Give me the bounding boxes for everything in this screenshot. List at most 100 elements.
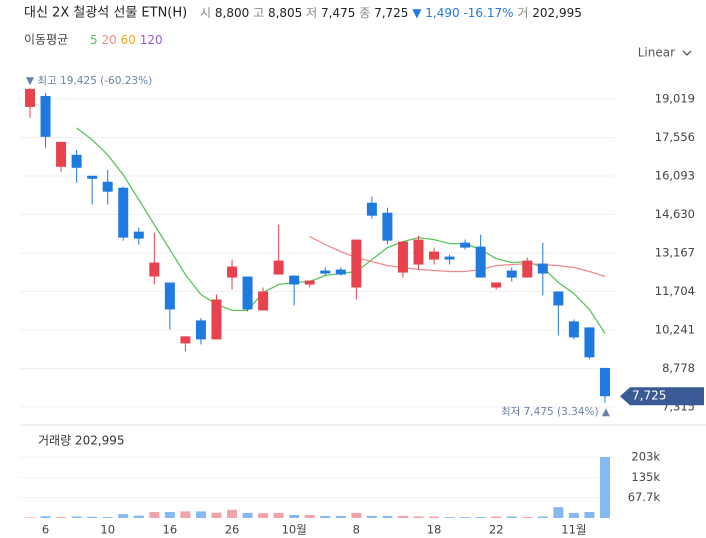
volume-bar [258,513,269,518]
volume-bar [491,516,502,518]
candle-body [444,256,455,260]
field-label: 종 [359,6,370,20]
volume-bar [366,515,377,518]
volume-title: 거래량 202,995 [38,434,125,448]
candle-body [460,242,471,248]
candle-body [25,88,35,107]
volume-bar [304,514,315,518]
volume-bar [429,516,440,518]
volume-bar [537,516,548,518]
volume-bar [413,516,424,518]
candle-body [568,321,579,338]
field-label: 거 [517,6,528,20]
legend-entry[interactable]: 60 [121,33,136,47]
volume-tick-label: 203k [631,450,660,464]
volume-bar [25,517,35,518]
candle-body [195,320,206,340]
last-price-label: 7,725 [632,389,666,403]
volume-bar [56,517,67,518]
volume-bar [397,515,408,518]
x-tick-label: 10 [100,523,115,537]
volume-bar [273,512,284,518]
volume-bar [382,515,393,518]
last-price-tag [620,387,704,406]
volume-bar [553,507,564,518]
y-tick-label: 13,167 [655,245,695,259]
x-tick-label: 16 [163,523,178,537]
candle-body [71,154,82,168]
price-change: ▼ 1,490 -16.17% [412,6,513,20]
volume-bar [164,511,175,518]
volume-bar [40,516,51,518]
candle-body [242,276,253,310]
volume-bar [599,457,610,518]
candle-body [506,270,517,278]
field-value: 8,800 [215,6,249,20]
volume-bar [149,511,160,518]
candle-body [180,336,191,344]
candle-body [429,251,440,260]
volume-bar [71,516,82,518]
legend-entry[interactable]: 120 [140,33,163,47]
volume-bar [460,517,471,518]
y-tick-label: 17,556 [655,130,695,144]
volume-bar [568,512,579,518]
volume-bar [227,509,238,518]
candle-body [553,291,564,306]
candle-body [335,269,346,275]
field-value: 7,475 [321,6,355,20]
volume-bar [320,515,331,518]
candle-body [87,175,98,179]
volume-bar [351,512,362,518]
ma-line [76,127,606,334]
candle-body [211,299,222,340]
field-value: 7,725 [374,6,408,20]
y-tick-label: 16,093 [655,168,695,182]
volume-bar [133,515,144,518]
candle-body [413,239,424,265]
field-value: 8,805 [268,6,302,20]
x-tick-label: 10월 [282,523,307,537]
volume-bar [211,512,222,518]
legend-entry[interactable]: 20 [101,33,116,47]
volume-bar [87,516,98,518]
volume-bar [180,511,191,518]
y-tick-label: 11,704 [655,284,695,298]
header-fields: 시 8,800 고 8,805 저 7,475 종 7,725 ▼ 1,490 … [200,6,582,20]
volume-bar [335,515,346,518]
header-text: 시 8,800 고 8,805 저 7,475 종 7,725 ▼ 1,490 … [200,6,582,20]
field-value: 202,995 [532,6,582,20]
field-label: 저 [306,6,317,20]
volume-bar [475,517,486,518]
scale-mode[interactable]: Linear [638,46,675,60]
candle-body [397,241,408,273]
chart-title: 대신 2X 철광석 선물 ETN(H) [24,6,187,21]
candle-body [118,187,129,238]
y-tick-label: 19,019 [655,91,695,105]
candle-body [537,263,548,274]
volume-bar [242,512,253,518]
y-tick-label: 10,241 [655,323,695,337]
legend-entry[interactable]: 5 [90,33,98,47]
volume-bar [444,517,455,518]
volume-tick-label: 135k [631,470,660,484]
candle-body [102,181,113,192]
ma-title: 이동평균 [24,33,68,47]
candle-body [289,275,300,285]
candle-body [56,141,67,167]
x-tick-label: 8 [353,523,360,537]
x-tick-label: 11월 [561,523,586,537]
candle-body [351,239,362,288]
x-tick-label: 6 [42,523,49,537]
candle-body [304,280,315,285]
candle-body [258,291,269,311]
candle-body [133,231,144,239]
dropdown-icon[interactable] [682,50,692,56]
candle-body [164,282,175,310]
volume-bar [506,516,517,518]
candle-body [599,367,610,397]
volume-bar [102,517,113,518]
candle-body [273,260,284,275]
volume-tick-label: 67.7k [628,490,661,504]
